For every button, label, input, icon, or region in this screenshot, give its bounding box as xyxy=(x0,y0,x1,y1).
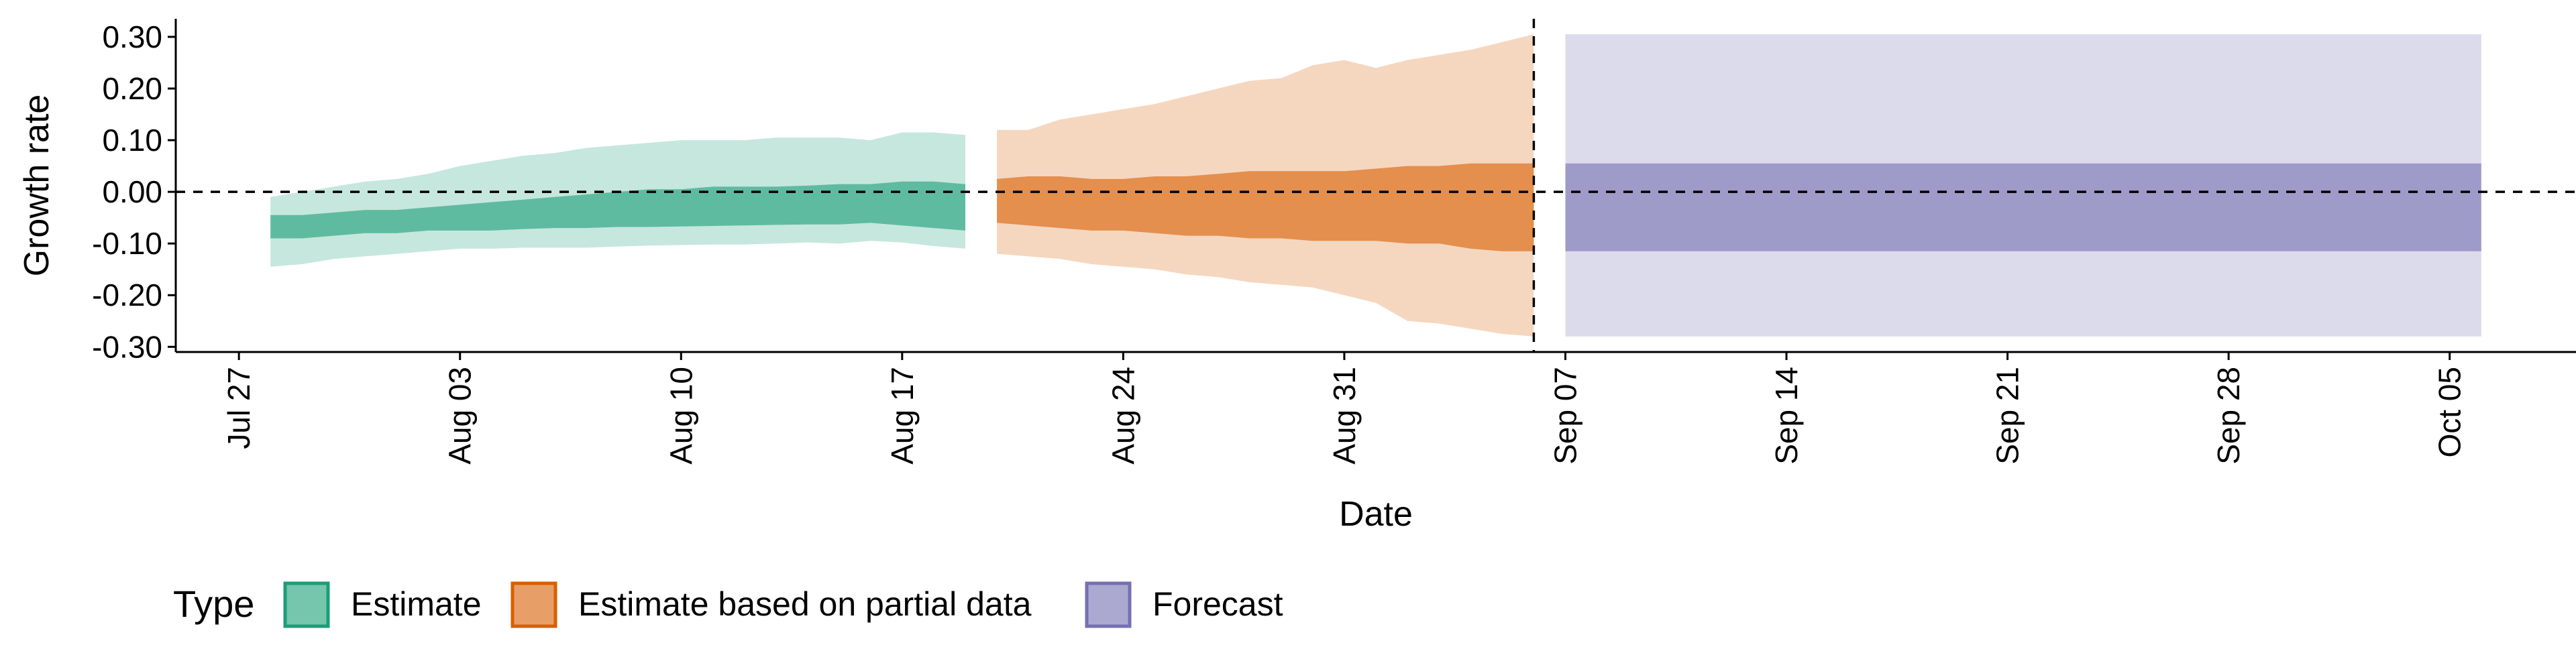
forecast-50-band xyxy=(1565,163,2481,251)
estimate-based-on-partial-data-50-band xyxy=(997,163,1534,251)
band-layer xyxy=(270,34,2481,337)
x-tick-label: Aug 31 xyxy=(1327,367,1362,465)
x-tick-label: Jul 27 xyxy=(221,367,256,449)
y-tick-label: -0.30 xyxy=(92,329,162,364)
x-tick-label: Aug 10 xyxy=(663,367,698,465)
axes-layer xyxy=(174,19,2576,353)
x-tick-label: Sep 07 xyxy=(1548,367,1582,465)
x-tick-label: Aug 17 xyxy=(885,367,920,465)
legend-key-estimate-based-on-partial-data xyxy=(511,581,557,628)
reference-line-layer xyxy=(176,19,2576,352)
y-axis-title: Growth rate xyxy=(17,95,56,277)
x-tick-label: Sep 28 xyxy=(2211,367,2246,465)
y-tick-label: 0.10 xyxy=(102,123,162,158)
x-tick-label: Aug 03 xyxy=(443,367,478,465)
y-tick-label: 0.00 xyxy=(102,174,162,209)
estimate-50-band xyxy=(270,181,966,239)
x-tick-layer: Jul 27 Aug 03 Aug 10 Aug 17 Aug 24 Aug 31 Sep … xyxy=(221,352,2467,465)
x-tick-label: Sep 14 xyxy=(1769,367,1804,465)
legend-items: Estimate Estimate based on partial data Fo… xyxy=(283,581,1283,628)
legend-label-estimate: Estimate xyxy=(351,585,482,623)
legend-title: Type xyxy=(173,583,254,625)
y-tick-label: 0.30 xyxy=(102,19,162,54)
legend: Type Estimate Estimate based on partial d… xyxy=(173,581,1283,628)
legend-key-forecast xyxy=(1085,581,1132,628)
y-tick-label: -0.20 xyxy=(92,278,162,312)
x-axis-title: Date xyxy=(1339,495,1413,534)
y-tick-label: 0.20 xyxy=(102,71,162,106)
y-tick-layer: -0.30 -0.20 -0.10 0.00 0.10 0.20 0.30 xyxy=(92,19,176,364)
x-tick-label: Aug 24 xyxy=(1106,367,1140,465)
y-tick-label: -0.10 xyxy=(92,226,162,261)
x-tick-label: Sep 21 xyxy=(1990,367,2025,465)
legend-key-estimate xyxy=(283,581,330,628)
legend-label-forecast: Forecast xyxy=(1152,585,1283,623)
x-tick-label: Oct 05 xyxy=(2432,367,2467,458)
legend-label-estimate-based-on-partial-data: Estimate based on partial data xyxy=(578,585,1032,623)
